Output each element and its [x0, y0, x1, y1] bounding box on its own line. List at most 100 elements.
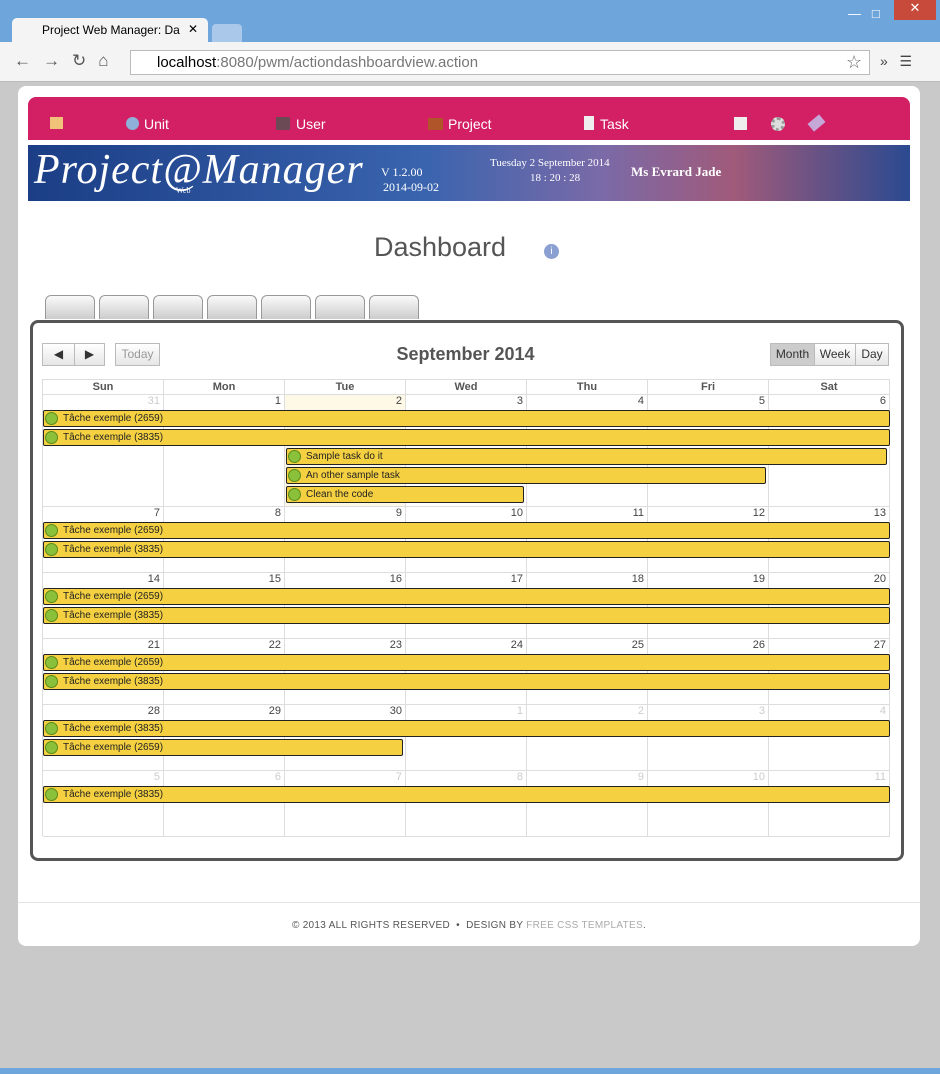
day-cell[interactable]: 12 — [648, 507, 769, 573]
dashboard-tab[interactable] — [369, 295, 419, 319]
calendar-icon[interactable] — [734, 117, 747, 130]
event-check — [45, 524, 58, 537]
today-button[interactable]: Today — [115, 343, 160, 366]
day-number: 4 — [879, 705, 886, 717]
view-button[interactable]: Month — [770, 343, 815, 366]
day-cell[interactable]: 20 — [769, 573, 890, 639]
event[interactable]: Tâche exemple (3835) — [43, 786, 890, 803]
user-name[interactable]: Ms Evrard Jade — [631, 164, 722, 179]
more[interactable]: » ☰ — [880, 53, 913, 69]
day-cell[interactable]: 17 — [406, 573, 527, 639]
settings-icon[interactable] — [771, 117, 785, 131]
day-cell[interactable]: 15 — [164, 573, 285, 639]
day-number: 5 — [758, 395, 765, 407]
day-cell[interactable]: 16 — [285, 573, 406, 639]
day-cell[interactable]: 18 — [527, 573, 648, 639]
nav-item[interactable]: Task — [600, 116, 629, 132]
task-icon — [584, 116, 594, 130]
day-cell[interactable]: 23 — [285, 639, 406, 705]
event-check — [45, 722, 58, 735]
day-cell[interactable]: 30 — [285, 705, 406, 771]
nav-item[interactable]: User — [296, 116, 326, 132]
day-cell[interactable]: 2 — [527, 705, 648, 771]
nav-item[interactable]: Project — [448, 116, 492, 132]
day-cell[interactable]: 22 — [164, 639, 285, 705]
dashboard-tab[interactable] — [315, 295, 365, 319]
next-button[interactable]: ▶ — [74, 343, 105, 366]
day-cell[interactable]: 13 — [769, 507, 890, 573]
dashboard-tab[interactable] — [153, 295, 203, 319]
day-number: 26 — [752, 639, 765, 651]
weekday-header: Sat — [769, 380, 890, 395]
close-window[interactable]: ✕ — [894, 0, 936, 20]
day-cell[interactable]: 5 — [43, 771, 164, 837]
dashboard-tab[interactable] — [261, 295, 311, 319]
event[interactable]: Tâche exemple (2659) — [43, 654, 890, 671]
day-cell[interactable]: 8 — [406, 771, 527, 837]
day-cell[interactable]: 28 — [43, 705, 164, 771]
tab-close[interactable]: ✕ — [187, 22, 198, 36]
event[interactable]: Tâche exemple (2659) — [43, 739, 403, 756]
home-icon[interactable] — [50, 117, 63, 129]
day-cell[interactable]: 8 — [164, 507, 285, 573]
day-cell[interactable]: 26 — [648, 639, 769, 705]
event[interactable]: Tâche exemple (2659) — [43, 588, 890, 605]
day-cell[interactable]: 19 — [648, 573, 769, 639]
event[interactable]: Tâche exemple (3835) — [43, 607, 890, 624]
separator: • — [456, 920, 460, 931]
bookmark-star[interactable]: ☆ — [846, 52, 863, 72]
day-cell[interactable]: 6 — [769, 395, 890, 507]
day-cell[interactable]: 25 — [527, 639, 648, 705]
day-cell[interactable]: 14 — [43, 573, 164, 639]
day-cell[interactable]: 27 — [769, 639, 890, 705]
day-cell[interactable]: 9 — [527, 771, 648, 837]
day-cell[interactable]: 24 — [406, 639, 527, 705]
footer-end: . — [642, 920, 647, 931]
view-button[interactable]: Week — [814, 343, 856, 366]
day-cell[interactable]: 3 — [648, 705, 769, 771]
day-cell[interactable]: 4 — [769, 705, 890, 771]
day-cell[interactable]: 11 — [769, 771, 890, 837]
address-bar[interactable]: localhost:8080/pwm/actiondashboardview.a… — [130, 50, 870, 75]
browser-tab[interactable]: Project Web Manager: Da ✕ — [12, 18, 208, 42]
day-cell[interactable]: 29 — [164, 705, 285, 771]
day-number: 1 — [274, 395, 281, 407]
window-controls[interactable]: — □ — [848, 6, 880, 21]
event[interactable]: Tâche exemple (3835) — [43, 541, 890, 558]
day-cell[interactable]: 7 — [43, 507, 164, 573]
footer-link[interactable]: FREE CSS TEMPLATES — [526, 920, 643, 931]
version: V 1.2.00 — [381, 165, 423, 179]
day-cell[interactable]: 1 — [164, 395, 285, 507]
day-number: 21 — [147, 639, 160, 651]
event[interactable]: Sample task do it — [286, 448, 887, 465]
dashboard-tab[interactable] — [207, 295, 257, 319]
day-cell[interactable]: 10 — [406, 507, 527, 573]
event-check — [45, 741, 58, 754]
event[interactable]: An other sample task — [286, 467, 766, 484]
event[interactable]: Tâche exemple (3835) — [43, 673, 890, 690]
event[interactable]: Tâche exemple (3835) — [43, 429, 890, 446]
new-tab[interactable] — [212, 24, 242, 42]
day-cell[interactable]: 31 — [43, 395, 164, 507]
weekday-header: Wed — [406, 380, 527, 395]
day-cell[interactable]: 7 — [285, 771, 406, 837]
nav-buttons[interactable]: ←→↻⌂ — [14, 51, 121, 70]
day-cell[interactable]: 11 — [527, 507, 648, 573]
event[interactable]: Clean the code — [286, 486, 524, 503]
dashboard-tab[interactable] — [99, 295, 149, 319]
dashboard-tab[interactable] — [45, 295, 95, 319]
event[interactable]: Tâche exemple (2659) — [43, 410, 890, 427]
info-icon[interactable]: i — [544, 244, 559, 259]
day-cell[interactable]: 9 — [285, 507, 406, 573]
day-cell[interactable]: 1 — [406, 705, 527, 771]
nav-item[interactable]: Unit — [144, 116, 169, 132]
view-button[interactable]: Day — [855, 343, 889, 366]
day-cell[interactable]: 21 — [43, 639, 164, 705]
day-number: 9 — [637, 771, 644, 783]
day-number: 15 — [268, 573, 281, 585]
event[interactable]: Tâche exemple (3835) — [43, 720, 890, 737]
event-check — [45, 609, 58, 622]
day-cell[interactable]: 10 — [648, 771, 769, 837]
event[interactable]: Tâche exemple (2659) — [43, 522, 890, 539]
day-cell[interactable]: 6 — [164, 771, 285, 837]
